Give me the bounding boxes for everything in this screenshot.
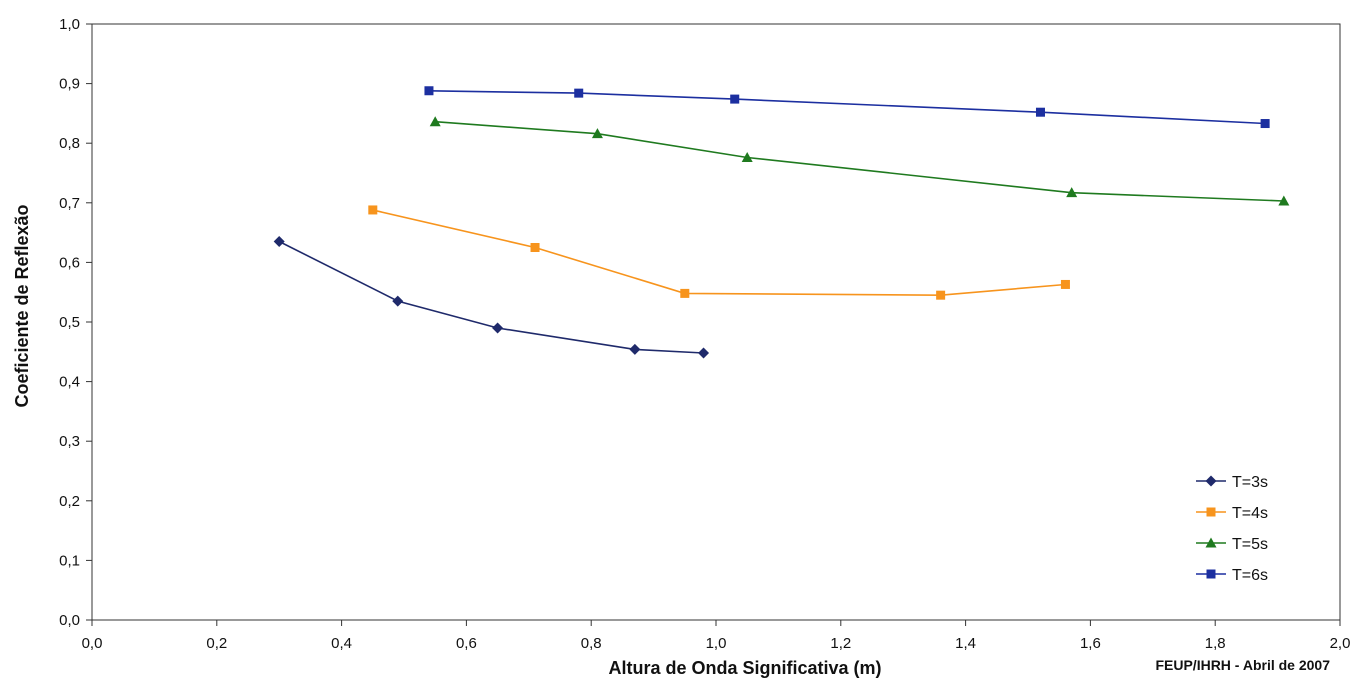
data-point xyxy=(1060,279,1070,289)
data-point xyxy=(530,243,540,252)
data-point xyxy=(1066,187,1078,198)
x-tick-label: 1,0 xyxy=(706,635,727,652)
data-point xyxy=(429,116,441,127)
legend-swatch-marker xyxy=(1206,569,1216,579)
data-point xyxy=(368,205,378,215)
legend-label: T=6s xyxy=(1232,567,1268,584)
legend-item: T=5s xyxy=(1196,536,1268,553)
data-point xyxy=(424,86,434,96)
y-axis-title: Coeficiente de Reflexão xyxy=(12,204,32,407)
legend-label: T=4s xyxy=(1232,505,1268,522)
data-point xyxy=(1278,195,1290,206)
x-tick-label: 2,0 xyxy=(1330,635,1351,652)
series-1 xyxy=(273,236,710,359)
data-point xyxy=(629,343,641,355)
y-tick-label: 0,1 xyxy=(59,552,80,569)
x-axis-title: Altura de Onda Significativa (m) xyxy=(608,658,881,678)
y-tick-label: 0,7 xyxy=(59,195,80,212)
y-tick-label: 0,6 xyxy=(59,254,80,271)
y-tick-label: 0,3 xyxy=(59,433,80,450)
series-4 xyxy=(424,86,1270,129)
data-point xyxy=(1260,119,1270,129)
legend-item: T=3s xyxy=(1196,474,1268,491)
series-2 xyxy=(368,205,1070,300)
data-point xyxy=(698,347,710,359)
y-tick-label: 0,0 xyxy=(59,612,80,629)
x-tick-label: 0,0 xyxy=(82,635,103,652)
legend-swatch-marker xyxy=(1205,475,1217,487)
y-tick-label: 0,4 xyxy=(59,374,80,391)
legend: T=3s T=4s T=5s T=6s xyxy=(1196,474,1268,584)
legend-label: T=3s xyxy=(1232,474,1268,491)
y-tick-label: 1,0 xyxy=(59,16,80,33)
data-point xyxy=(741,152,753,163)
x-axis-ticks: 0,0 0,2 0,4 0,6 0,8 1,0 1,2 1,4 1,6 1,8 2,0 xyxy=(82,620,1351,652)
data-point xyxy=(936,290,946,300)
data-point xyxy=(591,128,603,139)
plot-area xyxy=(91,23,1341,621)
data-point xyxy=(492,322,504,334)
y-tick-label: 0,5 xyxy=(59,314,80,331)
data-point xyxy=(574,88,584,98)
x-tick-label: 0,4 xyxy=(331,635,352,652)
x-tick-label: 1,8 xyxy=(1205,635,1226,652)
data-point xyxy=(392,295,404,307)
y-tick-label: 0,9 xyxy=(59,76,80,93)
data-point xyxy=(730,94,740,104)
series-layer xyxy=(273,86,1290,359)
data-point xyxy=(273,236,285,248)
x-tick-label: 0,8 xyxy=(581,635,602,652)
x-tick-label: 1,4 xyxy=(955,635,976,652)
data-point xyxy=(680,288,690,298)
legend-item: T=6s xyxy=(1196,567,1268,584)
series-3 xyxy=(429,116,1290,206)
x-tick-label: 1,6 xyxy=(1080,635,1101,652)
x-tick-label: 0,2 xyxy=(206,635,227,652)
legend-swatch-marker xyxy=(1206,507,1216,517)
y-tick-label: 0,8 xyxy=(59,135,80,152)
data-point xyxy=(1035,107,1045,117)
legend-swatch-marker xyxy=(1205,537,1217,548)
credit-label: FEUP/IHRH - Abril de 2007 xyxy=(1155,657,1330,673)
x-tick-label: 1,2 xyxy=(830,635,851,652)
y-axis-ticks: 0,0 0,1 0,2 0,3 0,4 0,5 0,6 0,7 0,8 0,9 1,0 xyxy=(59,16,92,629)
y-tick-label: 0,2 xyxy=(59,493,80,510)
x-tick-label: 0,6 xyxy=(456,635,477,652)
legend-item: T=4s xyxy=(1196,505,1268,522)
legend-label: T=5s xyxy=(1232,536,1268,553)
